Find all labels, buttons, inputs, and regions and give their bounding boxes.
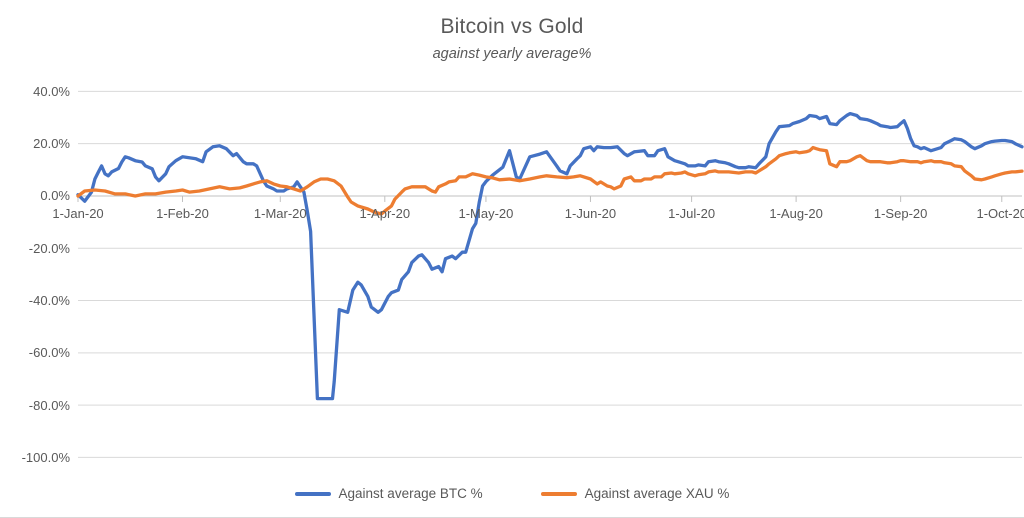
y-tick-label: 0.0%	[40, 188, 70, 204]
series-line-btc	[76, 111, 1024, 401]
x-tick-label: 1-Apr-20	[359, 205, 411, 221]
x-tick-label: 1-Jan-20	[52, 205, 104, 221]
legend-label-xau: Against average XAU %	[584, 486, 730, 501]
chart-title: Bitcoin vs Gold	[440, 15, 584, 38]
x-tick-label: 1-Sep-20	[873, 205, 928, 221]
x-tick-label: 1-Jun-20	[564, 205, 617, 221]
y-tick-label: -80.0%	[28, 397, 70, 413]
btc-line-swatch-icon	[294, 491, 331, 496]
legend-item-xau: Against average XAU %	[540, 486, 730, 501]
x-tick-label: 1-Feb-20	[156, 205, 209, 221]
y-tick-label: -100.0%	[21, 449, 70, 465]
x-tick-label: 1-Oct-20	[976, 205, 1024, 221]
legend-label-btc: Against average BTC %	[338, 486, 483, 501]
y-tick-label: -60.0%	[28, 345, 70, 361]
x-tick-label: 1-May-20	[458, 205, 514, 221]
x-tick-label: 1-Jul-20	[668, 205, 716, 221]
legend: Against average BTC % Against average XA…	[0, 486, 1024, 501]
y-tick-label: 40.0%	[33, 83, 70, 99]
x-tick-label: 1-Aug-20	[769, 205, 823, 221]
x-tick-label: 1-Mar-20	[253, 205, 307, 221]
y-tick-label: 20.0%	[33, 136, 70, 152]
series-line-xau	[76, 145, 1024, 216]
y-tick-label: -20.0%	[28, 240, 70, 256]
legend-item-btc: Against average BTC %	[294, 486, 483, 501]
y-tick-label: -40.0%	[28, 293, 70, 309]
xau-line-swatch-icon	[540, 491, 577, 496]
chart-subtitle: against yearly average%	[432, 46, 592, 62]
